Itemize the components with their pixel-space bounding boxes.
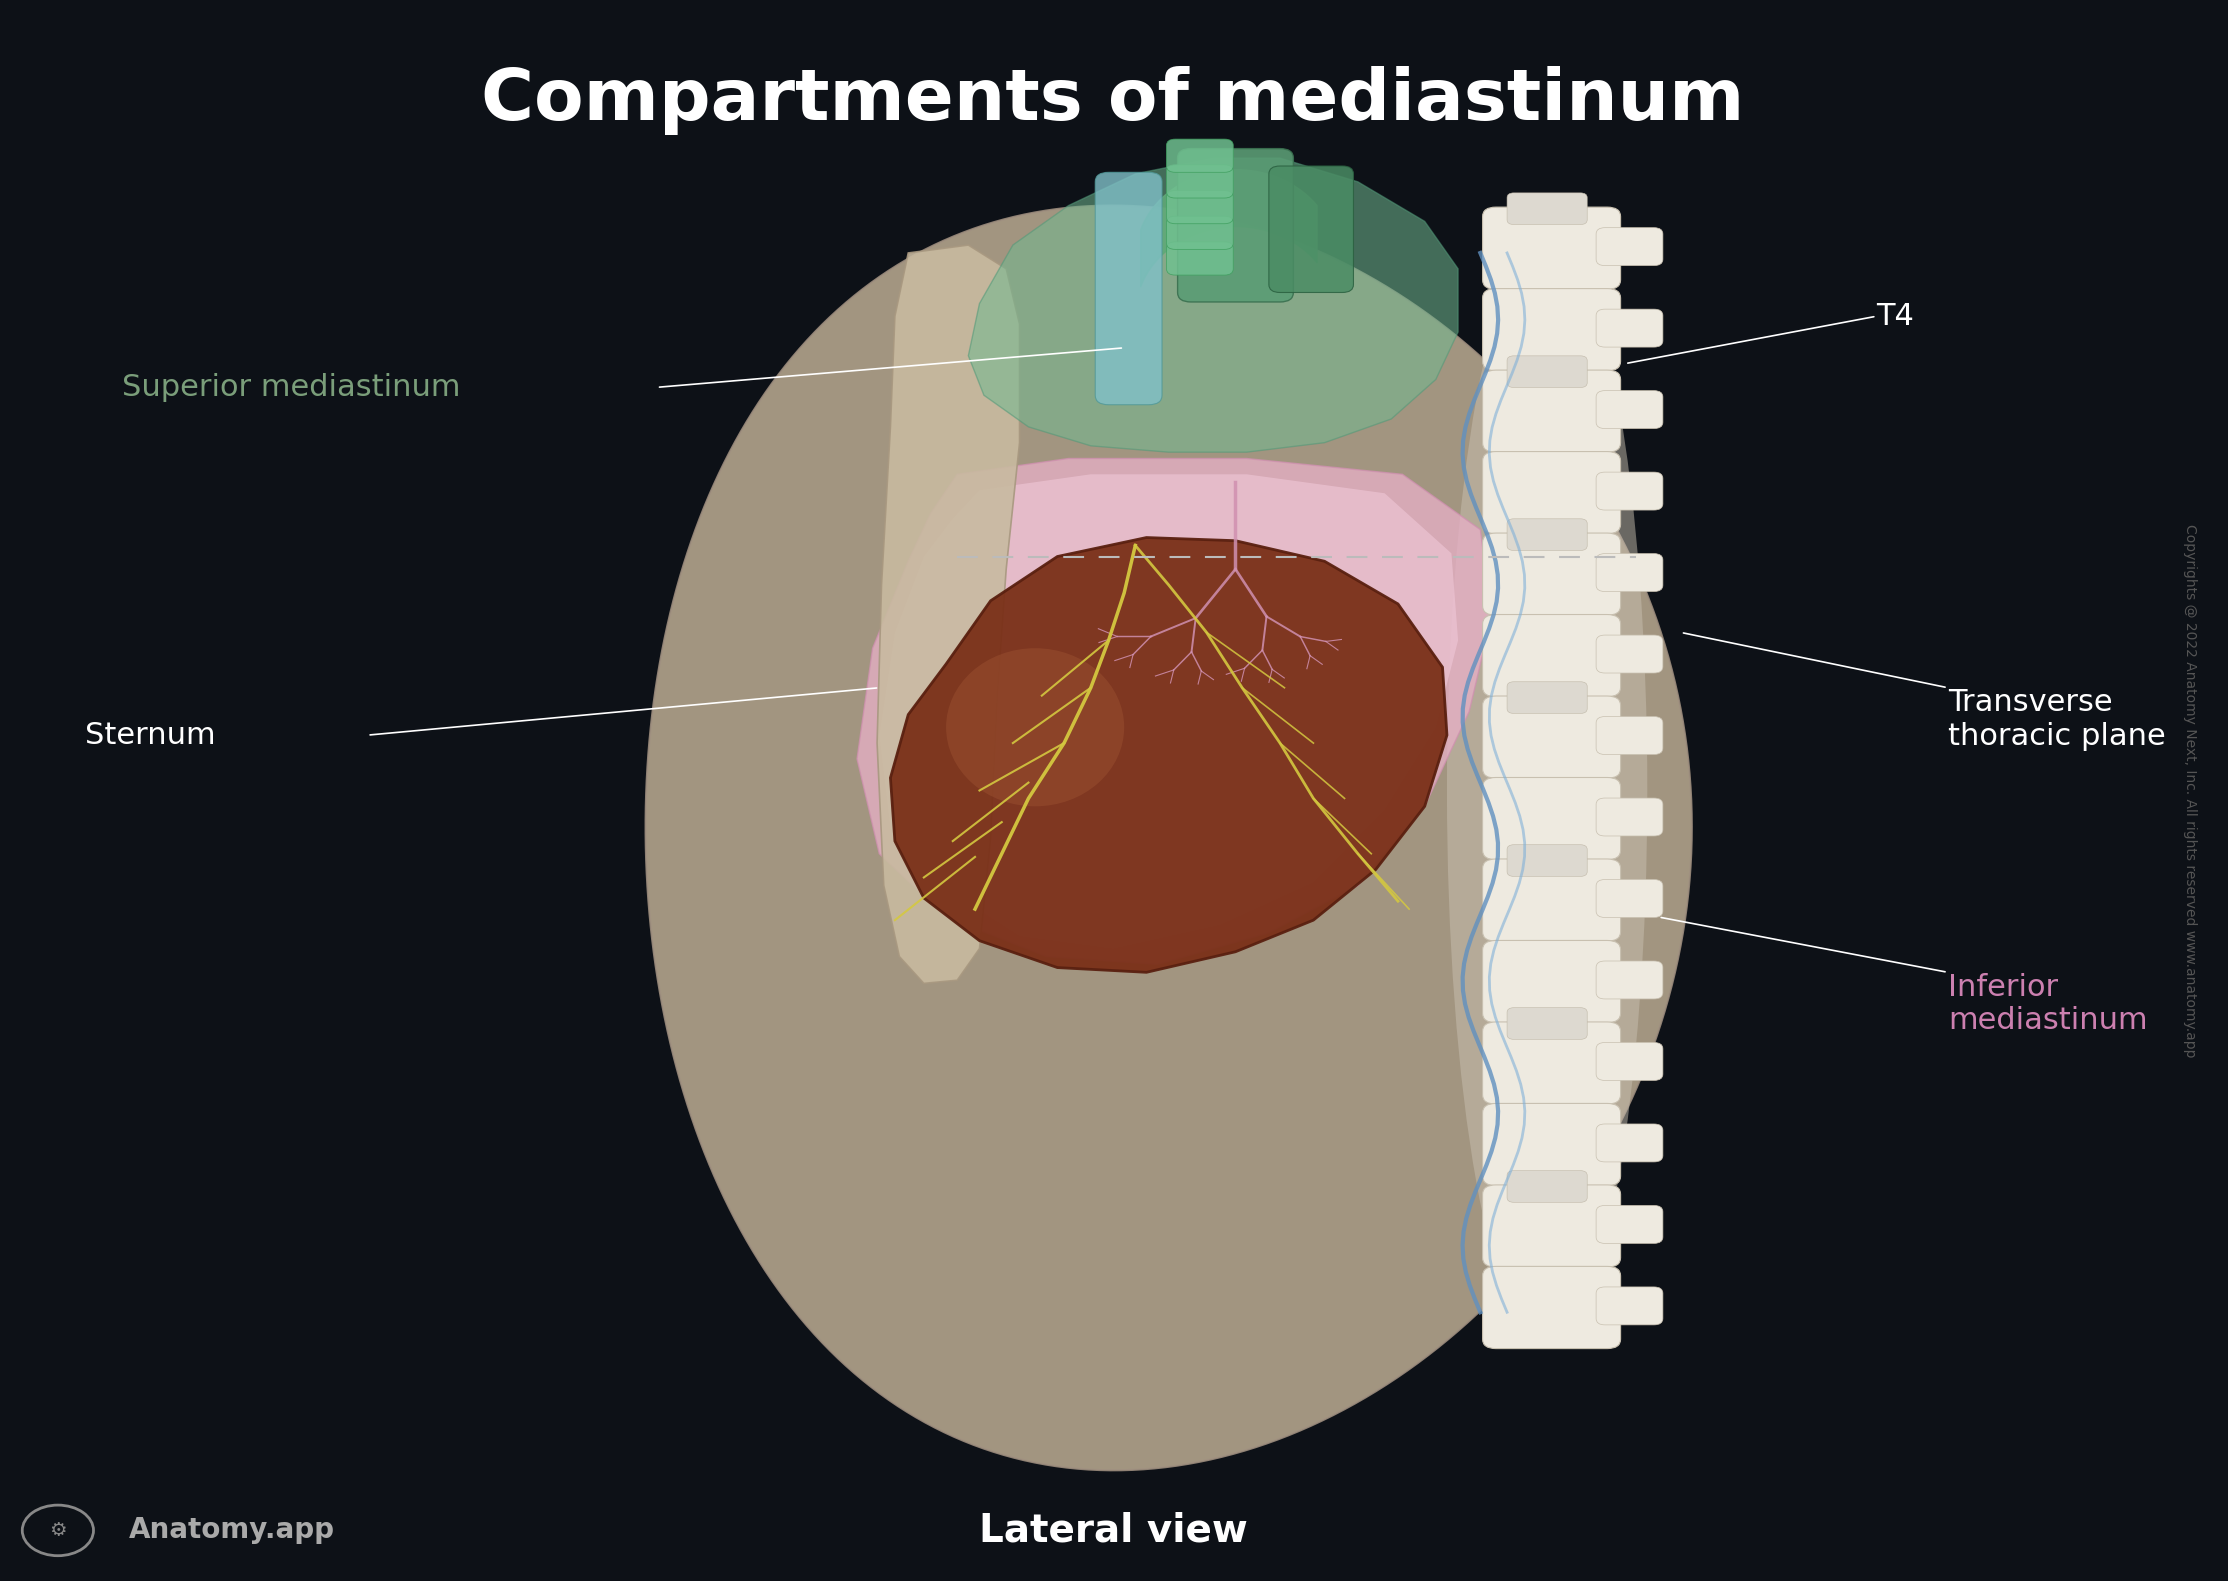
FancyBboxPatch shape: [1096, 172, 1163, 405]
FancyBboxPatch shape: [1595, 473, 1662, 511]
FancyBboxPatch shape: [1482, 1266, 1620, 1349]
Text: Sternum: Sternum: [85, 721, 216, 749]
Text: Anatomy.app: Anatomy.app: [129, 1516, 334, 1545]
FancyBboxPatch shape: [1167, 190, 1234, 223]
FancyBboxPatch shape: [1506, 519, 1586, 550]
FancyBboxPatch shape: [1482, 452, 1620, 534]
FancyBboxPatch shape: [1595, 636, 1662, 674]
FancyBboxPatch shape: [1482, 778, 1620, 860]
FancyBboxPatch shape: [1595, 879, 1662, 917]
Text: Lateral view: Lateral view: [978, 1511, 1248, 1549]
FancyBboxPatch shape: [1482, 1021, 1620, 1104]
Ellipse shape: [947, 648, 1125, 806]
FancyBboxPatch shape: [1482, 615, 1620, 697]
FancyBboxPatch shape: [1595, 1124, 1662, 1162]
Ellipse shape: [1446, 237, 1646, 1344]
FancyBboxPatch shape: [1595, 961, 1662, 999]
Polygon shape: [646, 206, 1691, 1470]
FancyBboxPatch shape: [1506, 356, 1586, 387]
FancyBboxPatch shape: [1167, 139, 1234, 172]
FancyBboxPatch shape: [1482, 1104, 1620, 1186]
FancyBboxPatch shape: [1482, 1184, 1620, 1266]
Text: Compartments of mediastinum: Compartments of mediastinum: [481, 66, 1745, 136]
Polygon shape: [891, 538, 1446, 972]
FancyBboxPatch shape: [1506, 844, 1586, 876]
FancyBboxPatch shape: [1595, 391, 1662, 428]
FancyBboxPatch shape: [1167, 164, 1234, 198]
Polygon shape: [969, 158, 1457, 452]
FancyBboxPatch shape: [1482, 858, 1620, 941]
FancyBboxPatch shape: [1482, 941, 1620, 1023]
FancyBboxPatch shape: [1482, 696, 1620, 778]
FancyBboxPatch shape: [1595, 716, 1662, 754]
FancyBboxPatch shape: [1179, 149, 1294, 302]
FancyBboxPatch shape: [1595, 1205, 1662, 1243]
FancyBboxPatch shape: [1506, 681, 1586, 713]
FancyBboxPatch shape: [1595, 1287, 1662, 1325]
Text: Copyrights @ 2022 Anatomy Next, Inc. All rights reserved www.anatomy.app: Copyrights @ 2022 Anatomy Next, Inc. All…: [2183, 523, 2197, 1058]
FancyBboxPatch shape: [1595, 1042, 1662, 1080]
FancyBboxPatch shape: [1482, 289, 1620, 372]
Polygon shape: [880, 474, 1457, 949]
FancyBboxPatch shape: [1167, 217, 1234, 250]
FancyBboxPatch shape: [1506, 1007, 1586, 1039]
FancyBboxPatch shape: [1595, 310, 1662, 348]
FancyBboxPatch shape: [1506, 193, 1586, 225]
Text: Inferior
mediastinum: Inferior mediastinum: [1947, 972, 2148, 1036]
FancyBboxPatch shape: [1482, 533, 1620, 615]
FancyBboxPatch shape: [1506, 1170, 1586, 1202]
FancyBboxPatch shape: [1482, 370, 1620, 452]
FancyBboxPatch shape: [1482, 207, 1620, 289]
Text: Transverse
thoracic plane: Transverse thoracic plane: [1947, 688, 2166, 751]
Polygon shape: [858, 458, 1491, 964]
Text: Superior mediastinum: Superior mediastinum: [123, 373, 461, 402]
FancyBboxPatch shape: [1595, 798, 1662, 836]
Polygon shape: [878, 245, 1020, 983]
FancyBboxPatch shape: [1595, 553, 1662, 591]
Text: ⚙: ⚙: [49, 1521, 67, 1540]
FancyBboxPatch shape: [1167, 242, 1234, 275]
FancyBboxPatch shape: [1595, 228, 1662, 266]
FancyBboxPatch shape: [1270, 166, 1352, 292]
Text: T4: T4: [1876, 302, 1914, 330]
